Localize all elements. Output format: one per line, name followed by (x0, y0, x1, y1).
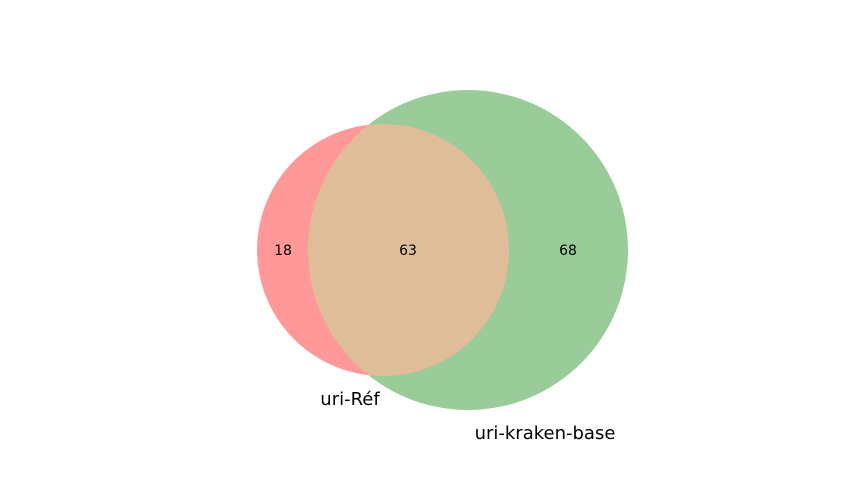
set-b-label: uri-kraken-base (475, 423, 616, 444)
count-only-b: 68 (559, 243, 577, 259)
count-intersection: 63 (399, 243, 417, 259)
count-only-a: 18 (274, 243, 292, 259)
set-a-label: uri-Réf (320, 389, 380, 410)
intersection-region (308, 124, 509, 376)
